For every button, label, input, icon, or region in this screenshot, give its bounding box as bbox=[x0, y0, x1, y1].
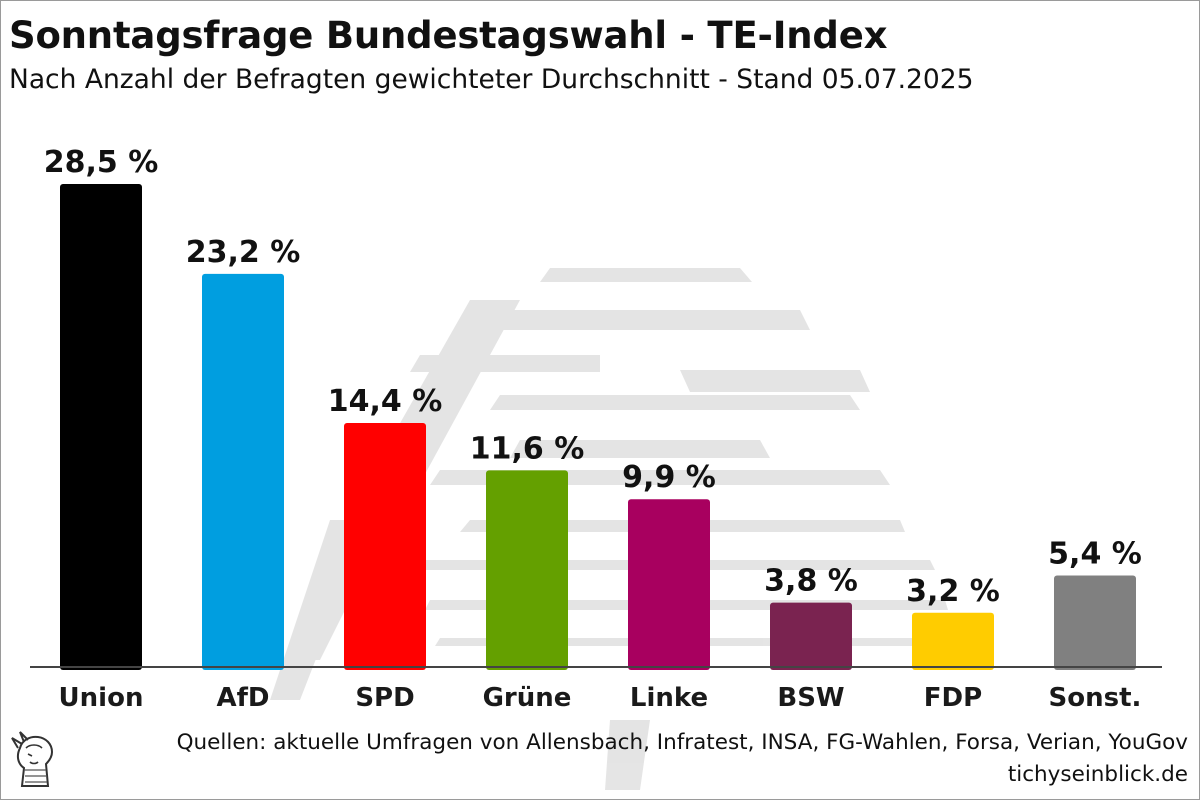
value-labels-group: 28,5 % 23,2 % 14,4 % 11,6 % 9,9 % 3,8 % 3,2 % 5… bbox=[44, 145, 1142, 609]
category-label: Grüne bbox=[483, 683, 572, 713]
bar-value-label: 28,5 % bbox=[44, 145, 159, 180]
bar-value-label: 5,4 % bbox=[1048, 536, 1142, 571]
chart-title: Sonntagsfrage Bundestagswahl - TE-Index bbox=[9, 14, 888, 57]
bar-value-label: 11,6 % bbox=[470, 431, 585, 466]
bar-value-label: 3,8 % bbox=[764, 564, 858, 599]
bar-value-label: 14,4 % bbox=[328, 384, 443, 419]
mercury-head-logo-icon bbox=[11, 731, 54, 787]
category-label: Sonst. bbox=[1049, 683, 1142, 713]
category-label: Union bbox=[59, 683, 144, 713]
category-labels-group: Union AfD SPD Grüne Linke BSW FDP Sonst. bbox=[59, 683, 1142, 713]
sources-note: Quellen: aktuelle Umfragen von Allensbac… bbox=[176, 730, 1188, 755]
bar-linke bbox=[628, 499, 710, 670]
category-label: Linke bbox=[630, 683, 708, 713]
bar-value-label: 9,9 % bbox=[622, 460, 716, 495]
bar-grüne bbox=[486, 470, 568, 670]
bar-spd bbox=[344, 422, 426, 670]
bar-union bbox=[60, 184, 142, 670]
bars-group bbox=[60, 184, 1136, 670]
category-label: BSW bbox=[777, 683, 844, 713]
category-label: SPD bbox=[355, 683, 414, 713]
bar-value-label: 3,2 % bbox=[906, 574, 1000, 609]
bar-value-label: 23,2 % bbox=[186, 235, 301, 270]
category-label: FDP bbox=[924, 683, 982, 713]
category-label: AfD bbox=[216, 683, 269, 713]
bar-afd bbox=[202, 273, 284, 670]
chart-subtitle: Nach Anzahl der Befragten gewichteter Du… bbox=[9, 64, 974, 95]
bar-sonst bbox=[1054, 575, 1136, 670]
bar-fdp bbox=[912, 612, 994, 670]
site-credit: tichyseinblick.de bbox=[1007, 762, 1188, 787]
bar-bsw bbox=[770, 602, 852, 670]
